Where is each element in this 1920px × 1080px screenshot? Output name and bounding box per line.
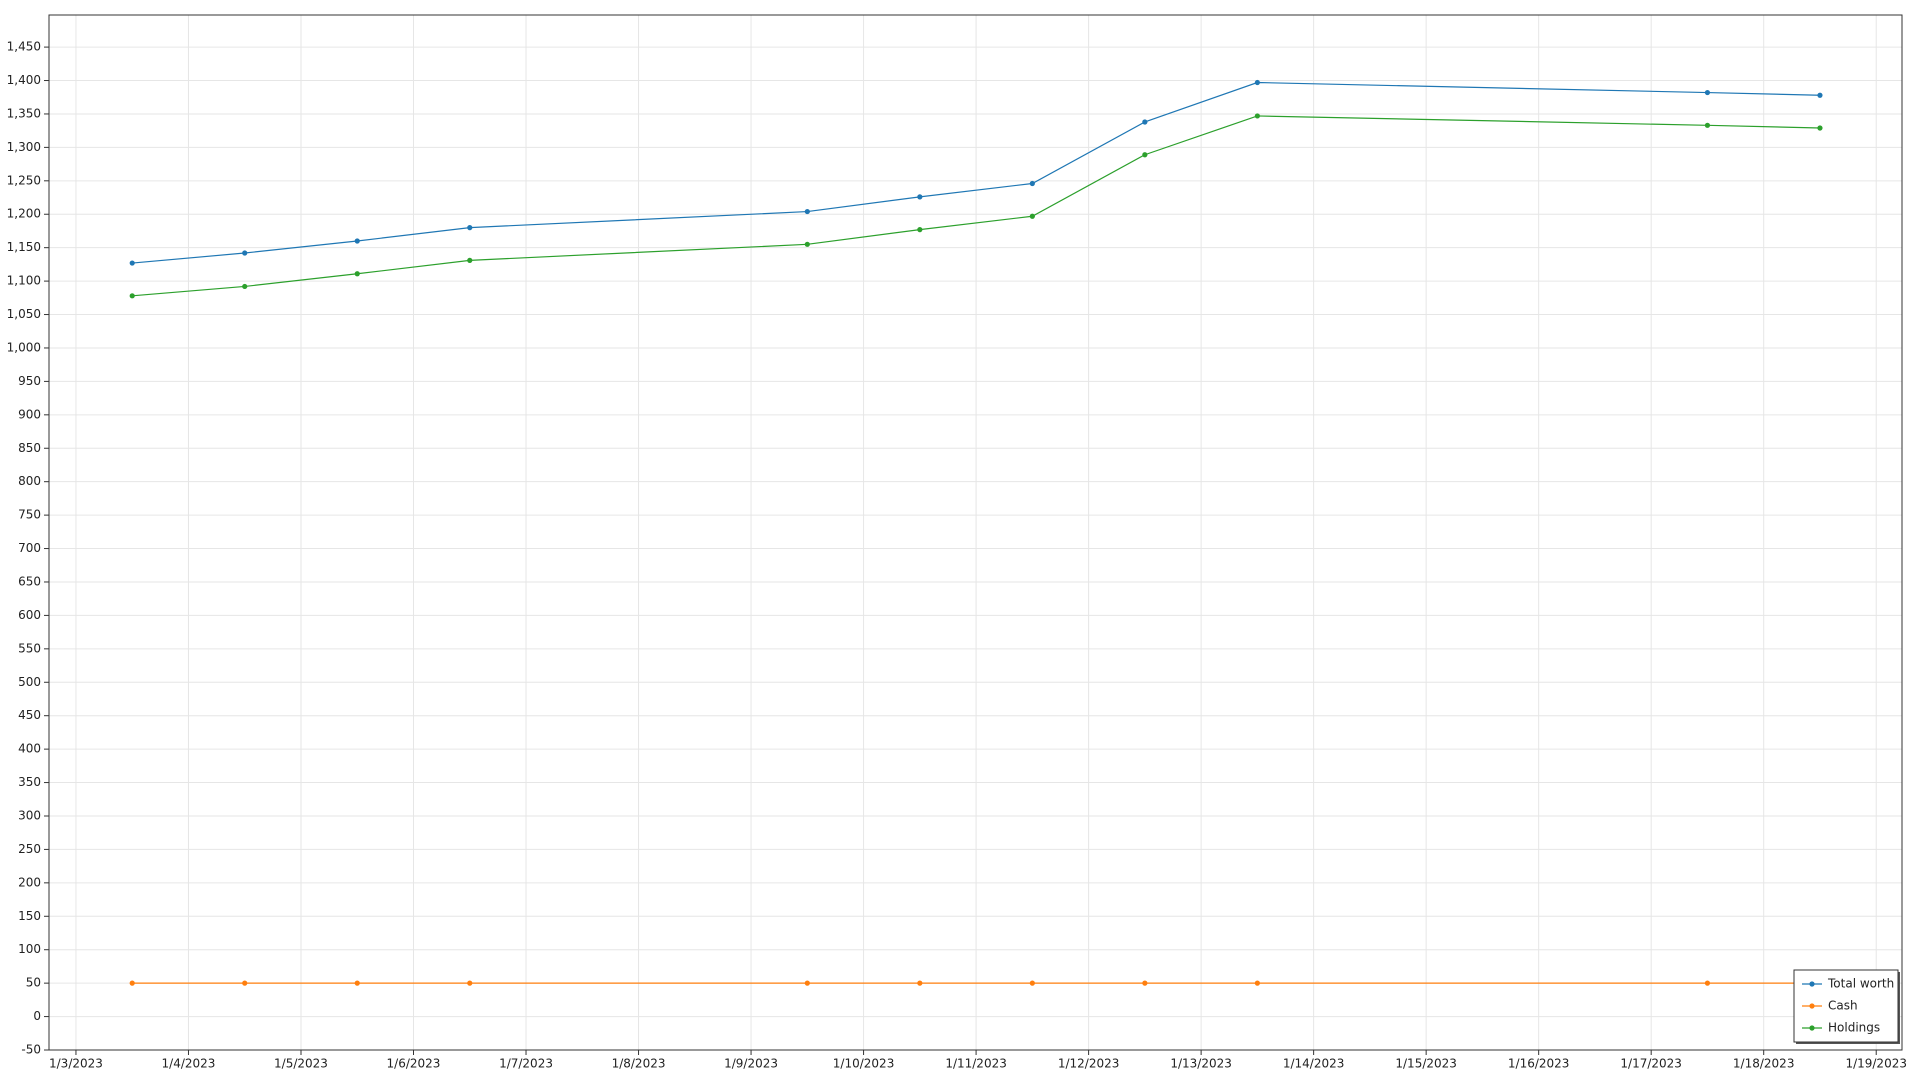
y-tick-label: 1,150 bbox=[7, 240, 41, 254]
plot-frame bbox=[48, 14, 1903, 1051]
data-point bbox=[1817, 125, 1823, 131]
y-tick-label: 1,050 bbox=[7, 307, 41, 321]
legend-label: Holdings bbox=[1828, 1021, 1880, 1035]
x-tick-label: 1/3/2023 bbox=[49, 1057, 103, 1071]
legend-marker bbox=[1809, 981, 1815, 987]
y-tick-label: 1,350 bbox=[7, 106, 41, 120]
legend-marker bbox=[1809, 1003, 1815, 1009]
x-tick-label: 1/5/2023 bbox=[274, 1057, 328, 1071]
y-tick-label: 800 bbox=[18, 474, 41, 488]
x-tick-label: 1/17/2023 bbox=[1620, 1057, 1682, 1071]
data-point bbox=[467, 980, 473, 986]
data-point bbox=[1142, 119, 1148, 125]
y-tick-label: 1,300 bbox=[7, 140, 41, 154]
data-point bbox=[1029, 980, 1035, 986]
y-tick-label: 200 bbox=[18, 875, 41, 889]
data-point bbox=[1704, 980, 1711, 986]
data-point bbox=[242, 980, 248, 986]
y-tick-label: -50 bbox=[21, 1043, 41, 1057]
y-tick-label: 450 bbox=[18, 708, 41, 722]
legend-marker bbox=[1809, 1025, 1815, 1031]
y-tick-label: 650 bbox=[18, 574, 41, 588]
y-tick-label: 350 bbox=[18, 775, 41, 789]
data-point bbox=[1254, 113, 1260, 119]
data-point bbox=[242, 250, 248, 256]
x-tick-label: 1/8/2023 bbox=[612, 1057, 666, 1071]
data-point bbox=[917, 227, 923, 233]
data-point bbox=[242, 283, 248, 290]
data-point bbox=[1254, 79, 1260, 86]
y-tick-label: 1,100 bbox=[7, 274, 41, 288]
data-point bbox=[354, 238, 360, 244]
y-tick-label: 700 bbox=[18, 541, 41, 555]
y-tick-label: 600 bbox=[18, 608, 41, 622]
y-tick-label: 250 bbox=[18, 842, 41, 856]
y-tick-label: 500 bbox=[18, 675, 41, 689]
data-point bbox=[917, 194, 923, 200]
x-tick-label: 1/13/2023 bbox=[1170, 1057, 1232, 1071]
data-point bbox=[804, 241, 810, 247]
x-tick-label: 1/7/2023 bbox=[499, 1057, 553, 1071]
x-tick-label: 1/16/2023 bbox=[1508, 1057, 1570, 1071]
x-tick-label: 1/19/2023 bbox=[1845, 1057, 1907, 1071]
y-tick-label: 950 bbox=[18, 374, 41, 388]
data-point bbox=[1817, 92, 1823, 98]
data-point bbox=[129, 980, 135, 986]
data-point bbox=[804, 980, 810, 986]
data-point bbox=[467, 257, 473, 263]
y-tick-label: 550 bbox=[18, 641, 41, 655]
x-tick-label: 1/12/2023 bbox=[1058, 1057, 1120, 1071]
x-tick-label: 1/14/2023 bbox=[1283, 1057, 1345, 1071]
data-point bbox=[467, 225, 473, 231]
y-tick-label: 1,000 bbox=[7, 340, 41, 354]
legend: Total worth Cash Holdings bbox=[1793, 969, 1900, 1044]
y-tick-label: 100 bbox=[18, 942, 41, 956]
x-tick-label: 1/6/2023 bbox=[387, 1057, 441, 1071]
legend-label: Total worth bbox=[1827, 977, 1894, 991]
x-tick-label: 1/9/2023 bbox=[724, 1057, 778, 1071]
x-tick-label: 1/18/2023 bbox=[1733, 1057, 1795, 1071]
x-tick-label: 1/4/2023 bbox=[162, 1057, 216, 1071]
x-tick-label: 1/11/2023 bbox=[945, 1057, 1007, 1071]
y-tick-label: 300 bbox=[18, 808, 41, 822]
data-point bbox=[1029, 180, 1035, 187]
data-point bbox=[1142, 980, 1148, 986]
y-tick-label: 1,200 bbox=[7, 207, 41, 221]
y-tick-label: 1,400 bbox=[7, 73, 41, 87]
y-tick-label: 1,450 bbox=[7, 40, 41, 54]
data-point bbox=[1704, 122, 1711, 128]
data-point bbox=[129, 260, 135, 266]
x-tick-label: 1/15/2023 bbox=[1395, 1057, 1457, 1071]
data-point bbox=[1029, 213, 1035, 219]
y-tick-label: 50 bbox=[26, 976, 41, 990]
x-tick-label: 1/10/2023 bbox=[833, 1057, 895, 1071]
y-tick-label: 750 bbox=[18, 508, 41, 522]
y-tick-label: 0 bbox=[33, 1009, 41, 1023]
data-point bbox=[1142, 152, 1148, 158]
data-point bbox=[804, 208, 810, 215]
data-point bbox=[1704, 89, 1711, 96]
y-tick-label: 150 bbox=[18, 909, 41, 923]
y-tick-label: 400 bbox=[18, 742, 41, 756]
y-tick-label: 900 bbox=[18, 407, 41, 421]
data-point bbox=[917, 980, 923, 986]
legend-label: Cash bbox=[1828, 999, 1858, 1013]
y-tick-label: 1,250 bbox=[7, 173, 41, 187]
data-point bbox=[129, 293, 135, 299]
data-point bbox=[1254, 980, 1260, 986]
y-tick-label: 850 bbox=[18, 441, 41, 455]
data-point bbox=[354, 271, 360, 277]
data-point bbox=[354, 980, 360, 986]
